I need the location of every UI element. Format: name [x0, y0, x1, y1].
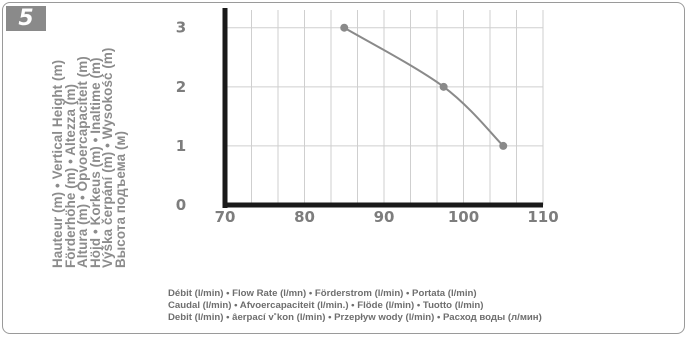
- y-tick-label: 2: [176, 78, 186, 96]
- figure-number-badge: 5: [6, 6, 46, 31]
- x-axis-label-line: Caudal (l/min) • Afvoercapaciteit (l/min…: [168, 300, 484, 311]
- data-point: [439, 82, 448, 91]
- x-axis-label-line: Débit (l/min) • Flow Rate (l/mn) • Förde…: [168, 288, 477, 299]
- x-axis-label-line: Debit (l/min) • âerpací v˚kon (l/min) • …: [168, 312, 542, 323]
- x-tick-label: 80: [294, 208, 315, 226]
- y-tick-label: 1: [176, 137, 186, 155]
- x-tick-label: 110: [527, 208, 558, 226]
- x-tick-label: 100: [448, 208, 479, 226]
- data-point: [499, 141, 508, 150]
- x-tick-label: 90: [374, 208, 395, 226]
- x-axis-label: Débit (l/min) • Flow Rate (l/mn) • Förde…: [168, 288, 668, 324]
- x-tick-label: 70: [215, 208, 236, 226]
- data-point: [340, 23, 349, 32]
- y-tick-label: 3: [176, 19, 186, 37]
- y-tick-label: 0: [176, 196, 186, 214]
- figure-frame: [2, 2, 685, 334]
